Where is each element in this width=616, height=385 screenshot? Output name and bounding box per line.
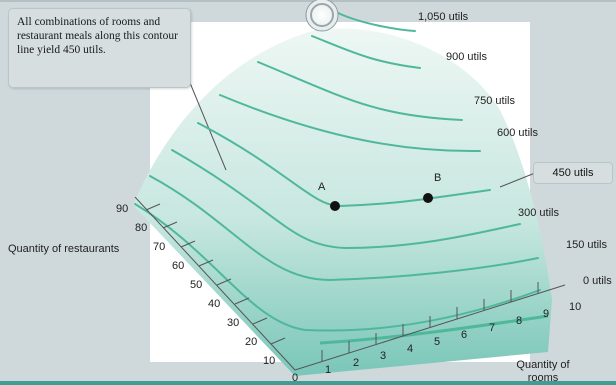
rooms-tick: 3 bbox=[380, 350, 386, 362]
restaurants-axis-title: Quantity of restaurants bbox=[8, 243, 120, 255]
rooms-tick: 7 bbox=[489, 322, 495, 334]
contour-label-300: 300 utils bbox=[518, 207, 559, 219]
tick-marks bbox=[145, 203, 539, 362]
rooms-tick: 1 bbox=[325, 364, 331, 376]
callout-text: All combinations of rooms and restaurant… bbox=[17, 16, 178, 56]
contour-label-0: 0 utils bbox=[583, 275, 612, 287]
rooms-tick: 0 bbox=[292, 372, 298, 384]
contour-150 bbox=[149, 175, 539, 282]
label-leader-450 bbox=[499, 172, 536, 188]
restaurant-tick: 80 bbox=[135, 222, 147, 234]
circle-icon bbox=[305, 0, 339, 32]
rooms-tick: 6 bbox=[461, 329, 467, 341]
contour-750 bbox=[257, 61, 463, 121]
rooms-tick: 5 bbox=[434, 336, 440, 348]
point-b-label: B bbox=[434, 172, 441, 184]
point-a bbox=[330, 201, 340, 211]
contour-label-150: 150 utils bbox=[566, 239, 607, 251]
rooms-axis-title: Quantity of bbox=[516, 359, 570, 371]
restaurant-tick: 10 bbox=[263, 355, 275, 367]
point-a-label: A bbox=[318, 181, 326, 193]
contour-label-450: 450 utils bbox=[552, 167, 594, 179]
surface-base-line bbox=[319, 314, 549, 345]
restaurant-tick: 30 bbox=[227, 317, 239, 329]
callout-leader bbox=[187, 77, 227, 171]
contour-600 bbox=[219, 94, 481, 153]
rooms-tick: 10 bbox=[569, 301, 581, 313]
contour-0 bbox=[134, 203, 541, 332]
restaurant-tick: 90 bbox=[116, 203, 128, 215]
rooms-tick: 4 bbox=[407, 343, 413, 355]
contour-label-450-box: 450 utils bbox=[533, 162, 613, 184]
contour-label-750: 750 utils bbox=[474, 95, 515, 107]
contour-1050 bbox=[337, 12, 416, 32]
bottom-accent-bar bbox=[0, 381, 616, 385]
restaurant-tick: 60 bbox=[172, 260, 184, 272]
restaurant-tick: 40 bbox=[208, 298, 220, 310]
rooms-tick: 9 bbox=[543, 308, 549, 320]
rooms-tick: 8 bbox=[516, 315, 522, 327]
contour-label-1050: 1,050 utils bbox=[418, 11, 469, 23]
restaurant-tick: 70 bbox=[153, 241, 165, 253]
points: A B bbox=[318, 172, 441, 211]
contour-label-600: 600 utils bbox=[497, 127, 538, 139]
restaurant-tick: 20 bbox=[245, 336, 257, 348]
contour-labels: 1,050 utils 900 utils 750 utils 600 util… bbox=[418, 11, 612, 287]
point-b bbox=[423, 193, 433, 203]
rooms-tick: 2 bbox=[353, 357, 359, 369]
contour-300 bbox=[171, 149, 521, 250]
contour-label-900: 900 utils bbox=[446, 51, 487, 63]
rooms-tick-labels: 0 1 2 3 4 5 6 7 8 9 10 bbox=[292, 301, 581, 384]
callout-box: All combinations of rooms and restaurant… bbox=[8, 8, 191, 88]
contour-900 bbox=[311, 35, 421, 69]
restaurant-tick: 50 bbox=[190, 279, 202, 291]
restaurants-axis bbox=[134, 196, 296, 371]
restaurant-tick-labels: 10 20 30 40 50 60 70 80 90 bbox=[116, 203, 275, 367]
